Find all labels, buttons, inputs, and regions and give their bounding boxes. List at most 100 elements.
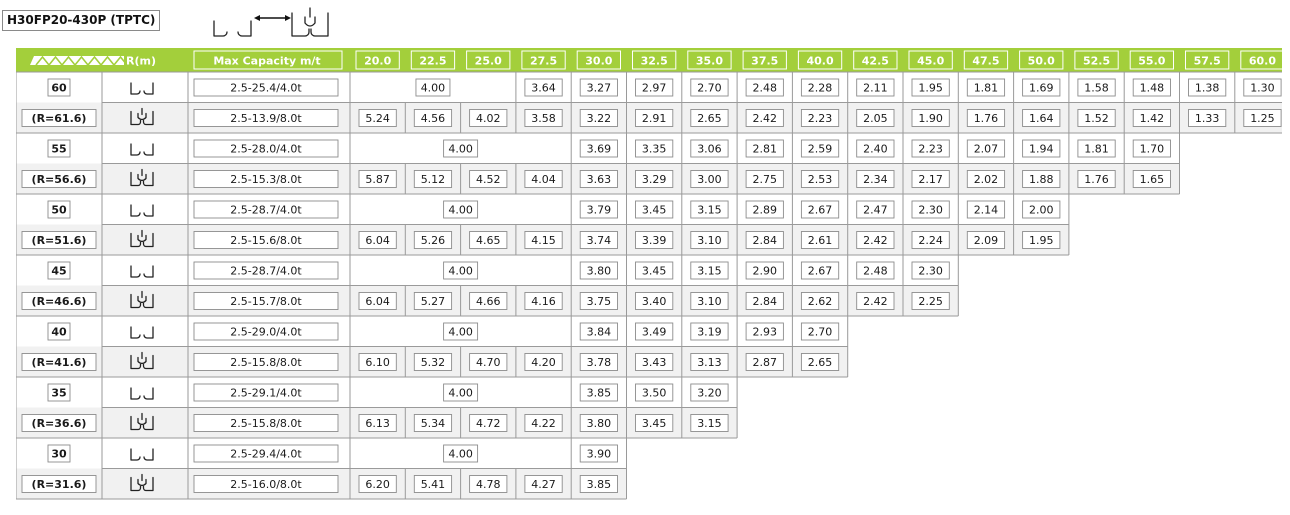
- load-value: 2.75: [753, 173, 778, 186]
- table-row: (R=36.6) 2.5-15.8/8.0t 6.13 5.34 4.72 4.22 3.8…: [16, 407, 738, 439]
- load-value: 4.16: [531, 295, 556, 308]
- single-drum-icon: [130, 265, 154, 278]
- load-value: 2.42: [753, 112, 778, 125]
- boom-group-40: 40 2.5-29.0/4.0t 4.00 3.84 3.49 3.19 2.93 2.70 (…: [16, 315, 849, 378]
- load-value: 3.22: [587, 112, 612, 125]
- load-value: 2.47: [863, 204, 888, 217]
- load-value: 3.80: [587, 417, 612, 430]
- radius-header-22.5: 22.5: [419, 55, 446, 68]
- load-value: 2.48: [753, 82, 778, 95]
- load-value: 3.85: [587, 478, 612, 491]
- table-row: 60 2.5-25.4/4.0t 4.00 3.64 3.27 2.97 2.70 2.48 2…: [16, 71, 1282, 103]
- radius-header-60.0: 60.0: [1249, 55, 1276, 68]
- load-value: 5.34: [421, 417, 446, 430]
- double-drum-icon: [130, 351, 154, 370]
- load-value: 4.15: [531, 234, 556, 247]
- load-value: 2.14: [974, 204, 999, 217]
- boom-group-50: 50 2.5-28.7/4.0t 4.00 3.79 3.45 3.15 2.89 2.67 2…: [16, 193, 1070, 256]
- load-value: 1.95: [918, 82, 943, 95]
- radius-limit: (R=51.6): [32, 234, 87, 247]
- radius-limit: (R=36.6): [32, 417, 87, 430]
- load-value: 3.43: [642, 356, 667, 369]
- table-row: (R=41.6) 2.5-15.8/8.0t 6.10 5.32 4.70 4.20 3.7…: [16, 346, 849, 378]
- load-value: 3.35: [642, 143, 667, 156]
- load-value-span: 4.00: [448, 387, 473, 400]
- single-drum-icon: [130, 143, 154, 156]
- load-value: 2.17: [918, 173, 943, 186]
- max-capacity: 2.5-25.4/4.0t: [230, 82, 302, 95]
- load-value-span: 4.00: [448, 326, 473, 339]
- load-value: 4.70: [476, 356, 501, 369]
- max-capacity: 2.5-13.9/8.0t: [230, 112, 302, 125]
- double-drum-icon: [130, 412, 154, 431]
- table-row: (R=51.6) 2.5-15.6/8.0t 6.04 5.26 4.65 4.15 3.7…: [16, 224, 1070, 256]
- load-value-span: 4.00: [421, 82, 446, 95]
- load-value: 1.33: [1195, 112, 1220, 125]
- load-value: 1.70: [1140, 143, 1165, 156]
- table-row: 45 2.5-28.7/4.0t 4.00 3.80 3.45 3.15 2.90 2.67 2…: [16, 254, 959, 286]
- single-drum-icon: [130, 448, 154, 461]
- load-value: 4.66: [476, 295, 501, 308]
- max-capacity: 2.5-28.7/4.0t: [230, 204, 302, 217]
- load-value: 2.89: [753, 204, 778, 217]
- model-title: H30FP20-430P (TPTC): [2, 10, 161, 31]
- load-value: 2.23: [808, 112, 833, 125]
- load-value: 6.13: [365, 417, 390, 430]
- header-row: R(m) Max Capacity m/t 20.0 22.5 25.0 27.5 30.0…: [16, 48, 1282, 72]
- load-value: 6.04: [365, 234, 390, 247]
- boom-length: 50: [51, 204, 67, 217]
- max-capacity: 2.5-15.8/8.0t: [230, 356, 302, 369]
- max-capacity: 2.5-29.0/4.0t: [230, 326, 302, 339]
- load-value: 1.65: [1140, 173, 1165, 186]
- load-value: 2.70: [808, 326, 833, 339]
- boom-group-35: 35 2.5-29.1/4.0t 4.00 3.85 3.50 3.20 (R=36.6) 2…: [16, 376, 738, 439]
- radius-header-37.5: 37.5: [751, 55, 778, 68]
- radius-header-42.5: 42.5: [862, 55, 889, 68]
- load-value: 1.81: [1084, 143, 1109, 156]
- load-value: 1.25: [1250, 112, 1275, 125]
- boom-group-55: 55 2.5-28.0/4.0t 4.00 3.69 3.35 3.06 2.81 2.59 2…: [16, 132, 1180, 195]
- load-value: 4.78: [476, 478, 501, 491]
- radius-header-30.0: 30.0: [585, 55, 612, 68]
- load-value: 3.45: [642, 204, 667, 217]
- load-value: 1.58: [1084, 82, 1109, 95]
- radius-header-label: R(m): [126, 55, 156, 68]
- load-chart-table: R(m) Max Capacity m/t 20.0 22.5 25.0 27.5 30.0…: [16, 48, 1282, 500]
- max-capacity: 2.5-15.6/8.0t: [230, 234, 302, 247]
- load-value: 5.26: [421, 234, 446, 247]
- radius-limit: (R=31.6): [32, 478, 87, 491]
- radius-header-35.0: 35.0: [696, 55, 723, 68]
- load-value: 1.64: [1029, 112, 1054, 125]
- boom-length: 55: [51, 143, 66, 156]
- max-capacity: 2.5-28.7/4.0t: [230, 265, 302, 278]
- load-value: 2.67: [808, 204, 833, 217]
- load-value: 4.56: [421, 112, 446, 125]
- load-value: 2.30: [918, 265, 943, 278]
- load-value: 2.24: [918, 234, 943, 247]
- load-value: 3.19: [697, 326, 722, 339]
- single-drum-icon: [130, 204, 154, 217]
- load-value: 5.24: [365, 112, 390, 125]
- load-value-span: 4.00: [448, 265, 473, 278]
- load-value: 3.15: [697, 417, 722, 430]
- load-value: 3.15: [697, 265, 722, 278]
- load-value: 3.75: [587, 295, 612, 308]
- load-value: 6.04: [365, 295, 390, 308]
- load-value: 3.90: [587, 448, 612, 461]
- load-value: 3.85: [587, 387, 612, 400]
- load-value: 4.20: [531, 356, 556, 369]
- max-capacity: 2.5-15.7/8.0t: [230, 295, 302, 308]
- load-value: 3.50: [642, 387, 667, 400]
- load-value: 2.91: [642, 112, 667, 125]
- load-value: 5.12: [421, 173, 446, 186]
- load-value: 3.40: [642, 295, 667, 308]
- load-value: 3.45: [642, 417, 667, 430]
- table-row: 40 2.5-29.0/4.0t 4.00 3.84 3.49 3.19 2.93 2.70: [16, 315, 849, 347]
- max-capacity: 2.5-29.4/4.0t: [230, 448, 302, 461]
- load-value: 4.27: [531, 478, 556, 491]
- trolley-mode-legend: [213, 7, 329, 37]
- load-value: 2.53: [808, 173, 833, 186]
- load-value: 2.09: [974, 234, 999, 247]
- radius-limit: (R=46.6): [32, 295, 87, 308]
- load-value: 4.04: [531, 173, 556, 186]
